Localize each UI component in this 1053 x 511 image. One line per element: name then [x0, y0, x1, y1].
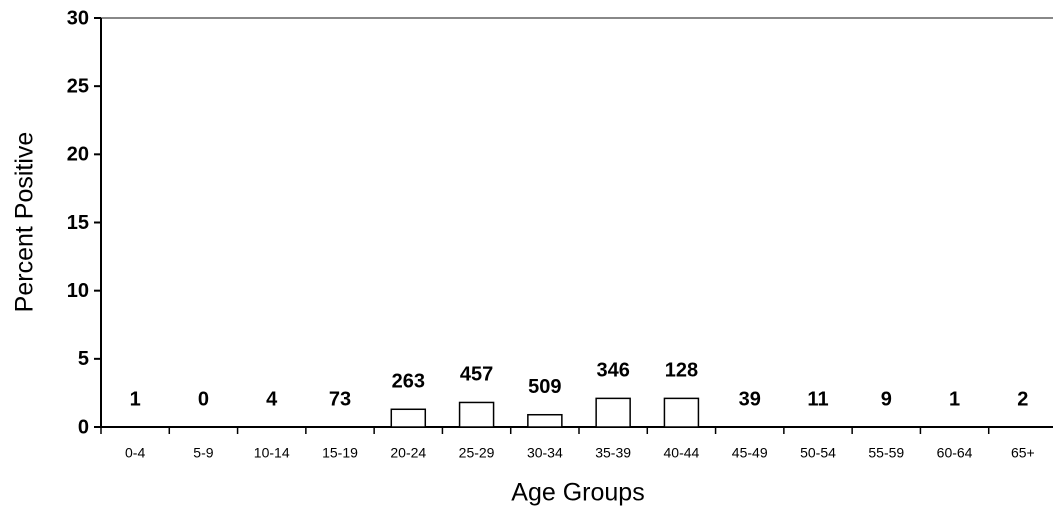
x-tick-label: 15-19: [322, 445, 358, 461]
n-label: 346: [596, 360, 629, 382]
x-tick-label: 20-24: [390, 445, 426, 461]
x-tick-label: 40-44: [664, 445, 700, 461]
bar: [595, 397, 631, 428]
n-label: 457: [460, 364, 493, 386]
n-label: 0: [198, 388, 209, 410]
y-tick-label: 10: [67, 280, 89, 302]
y-axis-title: Percent Positive: [11, 132, 39, 313]
n-label: 9: [881, 388, 892, 410]
y-tick-label: 0: [78, 416, 89, 438]
x-tick-label: 50-54: [800, 445, 836, 461]
x-tick-label: 5-9: [193, 445, 213, 461]
x-tick-label: 25-29: [459, 445, 495, 461]
x-tick-label: 65+: [1011, 445, 1035, 461]
y-tick-label: 20: [67, 144, 89, 166]
n-label: 509: [528, 376, 561, 398]
x-tick-label: 60-64: [937, 445, 973, 461]
n-label: 4: [266, 388, 278, 410]
x-axis-title: Age Groups: [511, 479, 644, 507]
y-tick-label: 5: [78, 348, 89, 370]
x-tick-label: 55-59: [868, 445, 904, 461]
bar: [390, 408, 427, 428]
n-label: 39: [739, 388, 761, 410]
n-label: 11: [807, 388, 828, 410]
bar: [458, 401, 495, 428]
x-tick-label: 0-4: [125, 445, 145, 461]
n-label: 1: [949, 388, 960, 410]
y-tick-label: 25: [67, 75, 89, 97]
n-label: 263: [392, 371, 425, 393]
n-label: 1: [130, 388, 141, 410]
x-tick-label: 10-14: [254, 445, 290, 461]
bar: [663, 397, 700, 428]
n-label: 73: [329, 388, 351, 410]
y-tick-label: 30: [67, 7, 89, 29]
bar: [527, 413, 563, 428]
x-tick-label: 35-39: [595, 445, 631, 461]
x-tick-label: 45-49: [732, 445, 768, 461]
x-tick-label: 30-34: [527, 445, 563, 461]
n-label: 2: [1017, 388, 1028, 410]
n-label: 128: [665, 360, 698, 382]
y-tick-label: 15: [67, 212, 89, 234]
